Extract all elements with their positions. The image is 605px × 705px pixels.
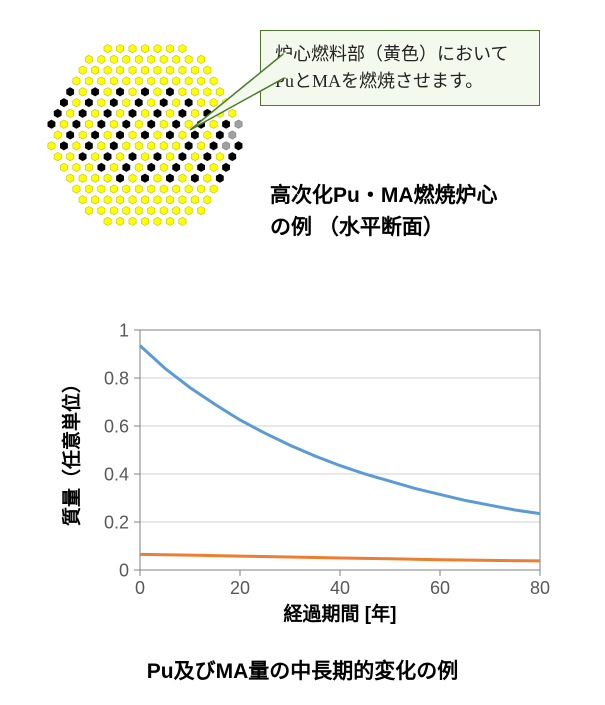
diagram-caption-line2: の例 （水平断面） xyxy=(270,216,444,239)
svg-text:0: 0 xyxy=(119,560,129,580)
svg-text:0.8: 0.8 xyxy=(104,368,129,388)
reactor-core-diagram xyxy=(30,20,260,255)
callout-box: 炉心燃料部（黄色）においてPuとMAを燃焼させます。 xyxy=(260,30,540,106)
svg-text:40: 40 xyxy=(330,578,350,598)
svg-text:質量（任意単位）: 質量（任意単位） xyxy=(60,374,83,526)
svg-text:80: 80 xyxy=(530,578,550,598)
svg-text:0.6: 0.6 xyxy=(104,416,129,436)
chart-container: 0 20 40 60 80 0 0.2 0.4 0.6 0.8 1 経過期間 [年] 質量（任意単位） xyxy=(60,310,585,635)
diagram-caption-line1: 高次化Pu・MA燃焼炉心 xyxy=(270,184,498,207)
chart-caption: Pu及びMA量の中長期的変化の例 xyxy=(20,655,585,685)
svg-text:20: 20 xyxy=(230,578,250,598)
svg-text:0.2: 0.2 xyxy=(104,512,129,532)
callout-text: 炉心燃料部（黄色）においてPuとMAを燃焼させます。 xyxy=(275,44,508,91)
line-chart: 0 20 40 60 80 0 0.2 0.4 0.6 0.8 1 経過期間 [年] 質量（任意単位） xyxy=(60,310,560,630)
svg-text:0.4: 0.4 xyxy=(104,464,129,484)
svg-text:経過期間 [年]: 経過期間 [年] xyxy=(284,602,397,625)
svg-text:0: 0 xyxy=(135,578,145,598)
top-section: 炉心燃料部（黄色）においてPuとMAを燃焼させます。 高次化Pu・MA燃焼炉心 … xyxy=(20,20,585,300)
svg-text:60: 60 xyxy=(430,578,450,598)
hex-svg xyxy=(30,20,260,250)
svg-text:1: 1 xyxy=(119,320,129,340)
diagram-caption: 高次化Pu・MA燃焼炉心 の例 （水平断面） xyxy=(270,180,498,243)
